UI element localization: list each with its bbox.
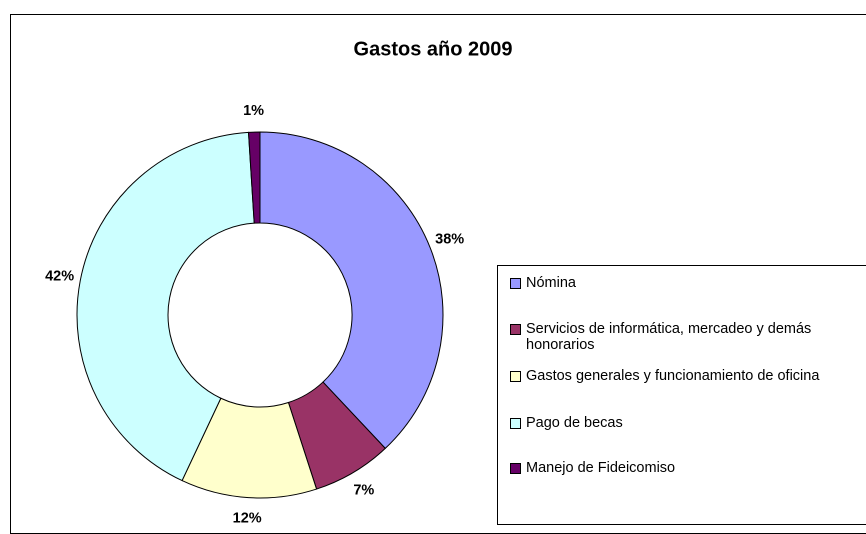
legend-entry: Servicios de informática, mercadeo y dem… <box>510 321 866 353</box>
legend-swatch <box>510 463 521 474</box>
data-label: 12% <box>233 510 262 525</box>
data-label: 1% <box>243 103 264 119</box>
legend-entry: Nómina <box>510 275 866 291</box>
donut-slice <box>259 131 444 450</box>
legend-swatch <box>510 324 521 335</box>
legend-label: Nómina <box>526 275 576 291</box>
legend-entry: Gastos generales y funcionamiento de ofi… <box>510 368 866 384</box>
legend-entry: Manejo de Fideicomiso <box>510 460 866 476</box>
legend: Nómina Servicios de informática, mercadeo… <box>497 265 866 525</box>
donut-slice <box>247 131 261 224</box>
legend-label: Servicios de informática, mercadeo y dem… <box>526 321 812 353</box>
data-label: 38% <box>435 232 464 248</box>
legend-label: Manejo de Fideicomiso <box>526 460 676 476</box>
legend-swatch <box>510 371 521 382</box>
legend-label: Pago de becas <box>526 415 623 431</box>
chart-title: Gastos año 2009 <box>354 38 513 60</box>
data-label: 7% <box>353 482 374 498</box>
legend-swatch <box>510 278 521 289</box>
legend-label: Gastos generales y funcionamiento de ofi… <box>526 368 820 384</box>
data-label: 42% <box>45 269 74 285</box>
donut-slice <box>76 131 255 482</box>
legend-swatch <box>510 418 521 429</box>
legend-entry: Pago de becas <box>510 415 866 431</box>
